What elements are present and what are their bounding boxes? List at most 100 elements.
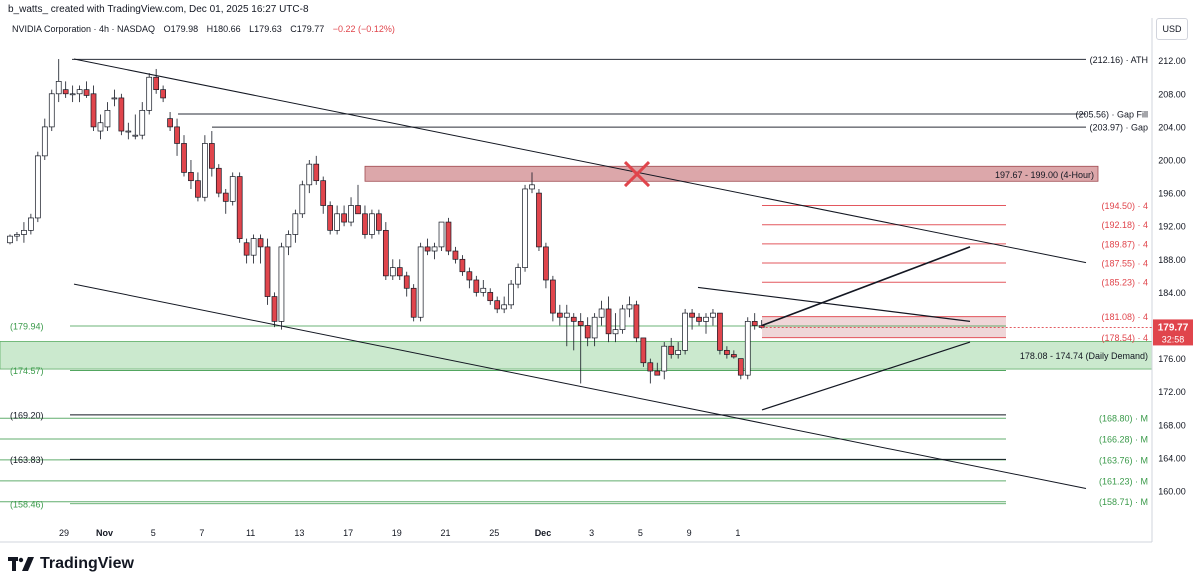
candle-body-19 bbox=[139, 109, 146, 136]
candle-59 bbox=[417, 242, 424, 322]
candle-27 bbox=[195, 172, 201, 202]
candle-100 bbox=[703, 313, 709, 334]
candle-body-84 bbox=[591, 316, 598, 339]
candle-body-50 bbox=[355, 205, 361, 215]
symbol-name[interactable]: NVIDIA Corporation · 4h · NASDAQ bbox=[12, 24, 156, 34]
candle-body-103 bbox=[724, 349, 730, 355]
candle-body-1 bbox=[14, 234, 20, 237]
candle-3 bbox=[28, 213, 34, 235]
tradingview-logo[interactable]: TradingView bbox=[8, 552, 134, 576]
candle-body-53 bbox=[376, 213, 382, 231]
candle-31 bbox=[222, 188, 229, 214]
candle-13 bbox=[97, 114, 104, 140]
candle-body-85 bbox=[598, 308, 605, 318]
candle-body-88 bbox=[619, 308, 626, 331]
candle-body-70 bbox=[494, 300, 501, 310]
open-value: O179.98 bbox=[163, 24, 199, 34]
candle-body-15 bbox=[111, 97, 118, 100]
candle-96 bbox=[675, 342, 682, 359]
x-tick-10: Dec bbox=[535, 528, 552, 538]
x-tick-11: 3 bbox=[589, 528, 594, 538]
y-tick-0: 212.00 bbox=[1158, 56, 1186, 66]
candle-body-86 bbox=[605, 308, 612, 335]
candle-body-63 bbox=[445, 221, 452, 252]
candle-24 bbox=[174, 118, 180, 156]
candle-75 bbox=[529, 172, 535, 194]
candle-25 bbox=[181, 135, 187, 177]
triangle-upper-trendline bbox=[697, 286, 971, 322]
candle-body-101 bbox=[710, 312, 716, 318]
candle-70 bbox=[494, 296, 501, 314]
candle-66 bbox=[466, 267, 473, 289]
level-label-8: (181.08) · 4 bbox=[1101, 312, 1148, 322]
candle-97 bbox=[682, 308, 688, 355]
candle-body-5 bbox=[41, 126, 48, 157]
wedge-upper-trendline bbox=[761, 246, 971, 327]
candle-body-31 bbox=[222, 192, 229, 202]
candle-101 bbox=[710, 308, 716, 326]
change-value: −0.22 (−0.12%) bbox=[332, 24, 395, 34]
candle-body-32 bbox=[229, 176, 236, 202]
candle-15 bbox=[111, 89, 118, 107]
candle-body-59 bbox=[417, 246, 424, 318]
candle-21 bbox=[153, 68, 160, 94]
candle-39 bbox=[278, 242, 285, 330]
x-tick-3: 7 bbox=[199, 528, 204, 538]
x-tick-5: 13 bbox=[294, 528, 304, 538]
candle-body-87 bbox=[612, 329, 619, 335]
candle-103 bbox=[724, 346, 730, 359]
candle-body-66 bbox=[466, 271, 473, 281]
candle-47 bbox=[334, 205, 340, 235]
candle-body-40 bbox=[285, 234, 292, 248]
candle-68 bbox=[480, 280, 487, 297]
candle-body-95 bbox=[668, 345, 675, 355]
candle-72 bbox=[508, 280, 514, 309]
candle-9 bbox=[69, 85, 76, 103]
candle-0 bbox=[7, 234, 13, 245]
y-tick-3: 200.00 bbox=[1158, 156, 1186, 166]
channel-lower-trendline bbox=[73, 283, 1087, 490]
candle-4 bbox=[34, 151, 41, 223]
price-chart[interactable]: 197.67 - 199.00 (4-Hour) 178.08 - 174.74 … bbox=[0, 0, 1200, 552]
candle-81 bbox=[570, 313, 577, 351]
candle-body-94 bbox=[661, 345, 668, 372]
candle-body-17 bbox=[125, 130, 132, 133]
candle-body-44 bbox=[313, 163, 320, 182]
candle-body-96 bbox=[675, 349, 682, 355]
candle-7 bbox=[55, 59, 62, 103]
left-level-label-2: (169.20) bbox=[10, 410, 44, 420]
candle-body-12 bbox=[90, 93, 97, 128]
candle-10 bbox=[76, 85, 83, 103]
candle-body-60 bbox=[424, 246, 431, 252]
candle-51 bbox=[362, 205, 368, 239]
candle-5 bbox=[41, 118, 48, 160]
candle-body-71 bbox=[501, 304, 508, 310]
y-tick-4: 196.00 bbox=[1158, 189, 1186, 199]
candle-35 bbox=[250, 234, 257, 264]
candle-26 bbox=[188, 160, 194, 189]
candle-50 bbox=[355, 184, 361, 215]
tradingview-logo-icon bbox=[8, 557, 34, 571]
current-price-value: 179.77 bbox=[1158, 322, 1189, 333]
candle-body-23 bbox=[167, 118, 173, 128]
y-tick-2: 204.00 bbox=[1158, 122, 1186, 132]
candle-body-36 bbox=[257, 238, 264, 248]
candle-18 bbox=[132, 114, 139, 140]
tradingview-logo-text: TradingView bbox=[40, 555, 134, 572]
candle-body-75 bbox=[529, 184, 535, 190]
x-tick-9: 25 bbox=[489, 528, 499, 538]
candle-body-93 bbox=[654, 370, 661, 376]
candle-body-65 bbox=[459, 258, 466, 273]
candle-body-89 bbox=[626, 304, 633, 310]
candle-106 bbox=[744, 317, 751, 380]
candle-body-57 bbox=[403, 275, 410, 289]
candle-body-16 bbox=[118, 97, 125, 132]
candle-body-56 bbox=[396, 267, 403, 277]
candle-58 bbox=[410, 284, 417, 322]
candle-body-39 bbox=[278, 246, 285, 322]
currency-button[interactable]: USD bbox=[1156, 18, 1188, 40]
candle-body-37 bbox=[264, 246, 271, 297]
candle-73 bbox=[515, 263, 521, 289]
candle-body-64 bbox=[452, 250, 459, 260]
candle-19 bbox=[139, 102, 146, 140]
